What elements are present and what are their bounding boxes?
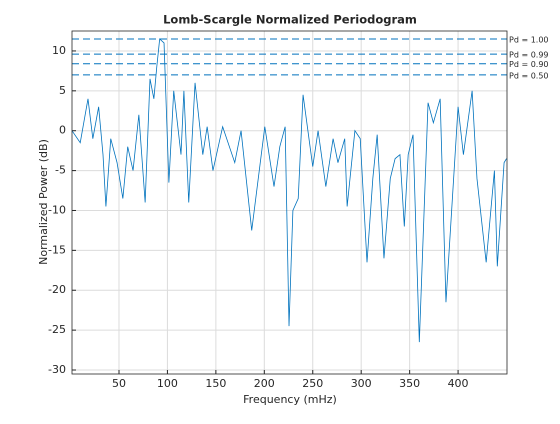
threshold-label: Pd = 1.00 xyxy=(509,35,549,44)
x-tick-label: 150 xyxy=(205,377,226,390)
x-tick-label: 350 xyxy=(399,377,420,390)
chart-title: Lomb-Scargle Normalized Periodogram xyxy=(163,13,417,27)
x-axis-label: Frequency (mHz) xyxy=(243,393,337,406)
y-tick-label: -10 xyxy=(48,203,66,216)
axes-box xyxy=(71,30,508,375)
x-tick-label: 100 xyxy=(157,377,178,390)
y-tick-label: 0 xyxy=(59,124,66,137)
y-axis-label: Normalized Power (dB) xyxy=(37,139,50,265)
y-tick-label: -25 xyxy=(48,323,66,336)
series-line xyxy=(71,38,507,343)
x-tick-label: 400 xyxy=(448,377,469,390)
threshold-label: Pd = 0.90 xyxy=(509,60,549,69)
x-tick-label: 200 xyxy=(254,377,275,390)
x-tick-label: 250 xyxy=(302,377,323,390)
x-tick-label: 50 xyxy=(112,377,126,390)
x-tick-label: 300 xyxy=(351,377,372,390)
y-tick-label: 10 xyxy=(52,44,66,57)
threshold-label: Pd = 0.99 xyxy=(509,51,549,60)
y-tick-label: -20 xyxy=(48,283,66,296)
y-tick-label: -15 xyxy=(48,243,66,256)
y-tick-label: 5 xyxy=(59,84,66,97)
threshold-label: Pd = 0.50 xyxy=(509,71,549,80)
y-tick-label: -30 xyxy=(48,363,66,376)
y-tick-label: -5 xyxy=(55,164,66,177)
